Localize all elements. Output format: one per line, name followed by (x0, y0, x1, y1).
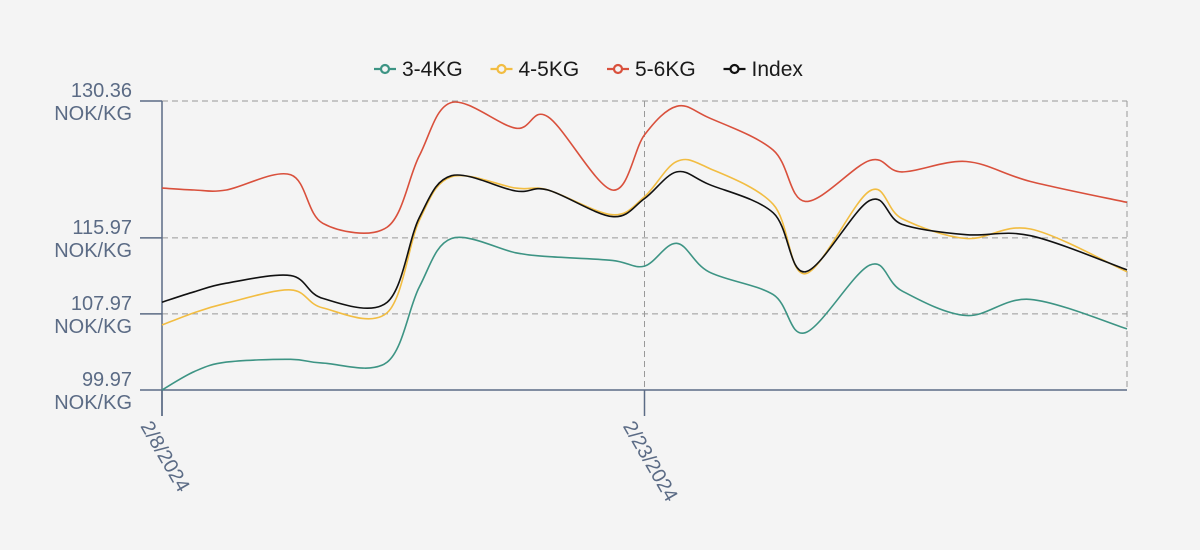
x-tick-label-0: 2/8/2024 (136, 418, 194, 496)
series-line-5-6kg (161, 101, 1128, 234)
series-line-index (161, 170, 1128, 310)
x-tick-labels: 2/8/2024 2/23/2024 (136, 418, 682, 506)
legend-label: 5-6KG (635, 58, 696, 81)
x-tick-label-1: 2/23/2024 (618, 418, 682, 506)
legend-circle-icon (729, 63, 740, 75)
y-tick-unit-2: NOK/KG (54, 240, 132, 262)
series-line-4-5kg (161, 158, 1128, 326)
y-tick-unit-1: NOK/KG (54, 316, 132, 338)
legend-circle-icon (612, 63, 624, 75)
series-lines (161, 101, 1128, 391)
y-tick-unit-3: NOK/KG (54, 103, 132, 125)
grid (161, 100, 1128, 391)
legend-label: 4-5KG (519, 58, 580, 81)
legend-item-4-5kg[interactable]: 4-5KG (490, 58, 580, 81)
legend-circle-icon (496, 63, 507, 75)
legend-label: Index (752, 58, 804, 81)
series-line-3-4kg (161, 236, 1128, 391)
legend-circle-icon (379, 63, 391, 75)
y-tick-label-0: 99.97 (82, 369, 132, 391)
y-tick-label-3: 130.36 (71, 80, 132, 102)
legend-item-5-6kg[interactable]: 5-6KG (607, 58, 696, 81)
axes (140, 100, 1127, 416)
y-tick-unit-0: NOK/KG (54, 392, 132, 414)
legend-item-index[interactable]: Index (723, 58, 804, 81)
y-tick-label-1: 107.97 (71, 293, 132, 315)
legend-label: 3-4KG (402, 58, 463, 81)
y-tick-labels: 99.97NOK/KG107.97NOK/KG115.97NOK/KG130.3… (54, 80, 132, 414)
legend: 3-4KG 4-5KG 5-6KG Index (374, 58, 803, 81)
legend-item-3-4kg[interactable]: 3-4KG (374, 58, 463, 81)
y-tick-label-2: 115.97 (72, 217, 132, 239)
